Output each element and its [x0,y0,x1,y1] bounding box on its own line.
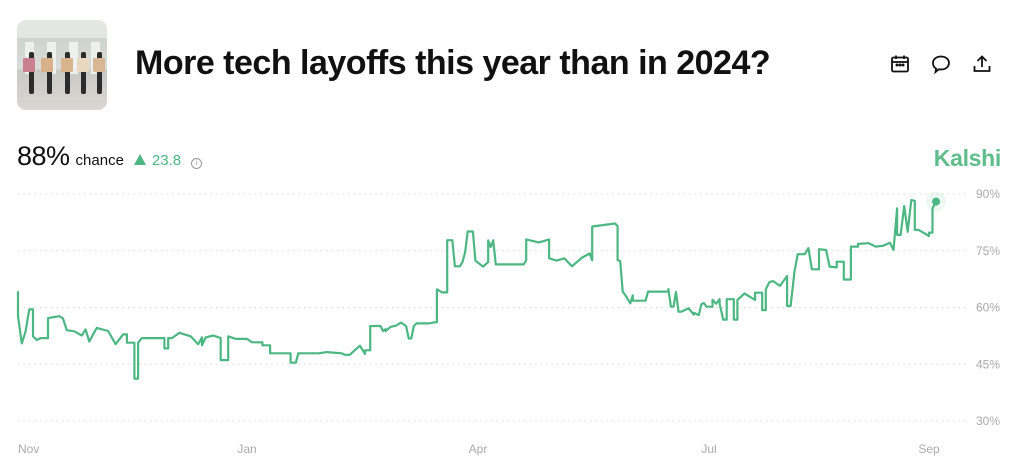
triangle-up-icon [133,154,146,165]
change-value: 23.8 [151,152,182,169]
share-icon[interactable] [971,53,993,75]
market-thumbnail [17,20,107,110]
series-line [16,199,938,380]
chance-label: chance [75,152,124,169]
probability-value: 88% [17,141,70,171]
x-tick-label: Sep [918,442,940,456]
x-tick-label: Jan [237,442,256,456]
x-tick-label: Apr [469,442,488,456]
y-tick-label: 75% [976,244,1000,258]
comment-icon[interactable] [930,53,952,75]
info-icon[interactable]: i [191,158,203,169]
x-tick-label: Jul [701,442,716,456]
y-tick-label: 45% [976,357,1000,371]
y-tick-label: 60% [976,301,1000,315]
x-tick-label: Nov [18,442,39,456]
last-point-marker [932,197,941,206]
kalshi-logo: Kalshi [933,145,1002,171]
y-tick-label: 90% [976,187,1000,201]
calendar-icon[interactable] [889,53,911,75]
page-title: More tech layoffs this year than in 2024… [135,44,771,82]
change-indicator: 23.8 [133,152,182,169]
y-tick-label: 30% [976,414,1000,428]
probability-summary: 88% chance 23.8 i [17,141,203,172]
